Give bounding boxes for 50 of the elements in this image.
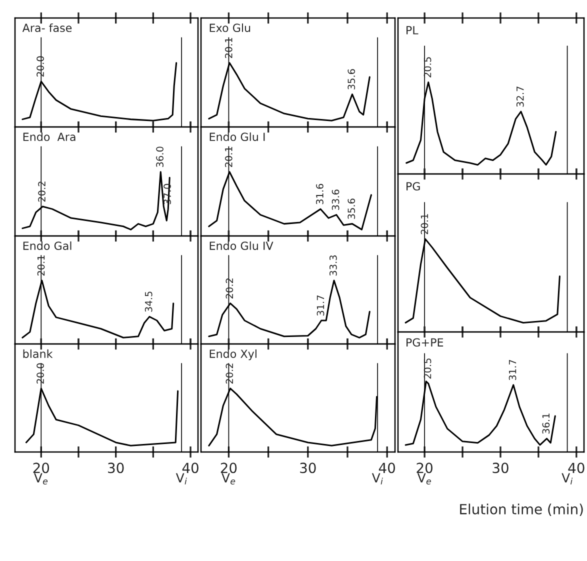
x-tick-label: 40 [568, 462, 584, 474]
x-tick-label: 30 [108, 462, 124, 474]
annotation: 37.0 [164, 184, 171, 204]
chart-title: Endo Glu I [210, 132, 265, 142]
annotation: 35.6 [348, 69, 356, 90]
annotation: 31.7 [316, 296, 324, 316]
annotation: 36.1 [542, 414, 550, 434]
annotation: 33.3 [329, 255, 337, 276]
x-axis-title: Elution time (min) [460, 504, 583, 516]
ref-line-label: V$_{e}$ [34, 473, 48, 484]
annotation: 32.7 [516, 86, 524, 107]
x-tick-label: 30 [492, 462, 508, 474]
annotation: 20.0 [36, 363, 44, 384]
annotation: 20.2 [226, 364, 234, 384]
ref-line-label: V$_{i}$ [372, 473, 383, 484]
chart-title: PG+PE [406, 338, 444, 347]
x-tick-label: 40 [182, 462, 198, 474]
annotation: 20.5 [424, 358, 432, 379]
chart-title: Endo Glu IV [210, 241, 274, 250]
chart-title: blank [23, 349, 53, 358]
chart-title: Ara- fase [22, 23, 72, 32]
chart-title: Exo Glu [210, 23, 250, 32]
annotation: 34.5 [144, 292, 152, 312]
x-tick-label: 30 [300, 462, 316, 474]
annotation: 20.1 [420, 214, 428, 234]
annotation: 20.0 [36, 56, 44, 77]
annotation: 20.2 [38, 182, 46, 202]
x-tick-label: 20 [33, 462, 50, 474]
chart-title: Endo Gal [23, 241, 72, 250]
annotation: 31.7 [508, 360, 516, 380]
annotation: 35.6 [348, 198, 356, 219]
annotation: 33.6 [332, 190, 340, 210]
annotation: 20.2 [226, 278, 234, 298]
ref-line-label: V$_{i}$ [176, 473, 187, 484]
x-tick-label: 40 [378, 462, 395, 474]
x-tick-label: 20 [416, 462, 432, 474]
chart-title: PG [406, 182, 420, 190]
chart-title: Endo Ara [23, 132, 76, 142]
annotation: 20.1 [224, 38, 232, 58]
annotation: 20.1 [224, 146, 232, 168]
ref-line-label: V$_{e}$ [417, 473, 431, 484]
ref-line-label: V$_{e}$ [222, 473, 236, 484]
annotation: 31.6 [316, 184, 324, 204]
chart-title: Endo Xyl [210, 349, 256, 360]
annotation: 20.1 [37, 256, 45, 276]
chart-title: PL [406, 26, 418, 34]
annotation: 20.5 [424, 57, 432, 78]
ref-line-label: V$_{i}$ [562, 473, 573, 484]
annotation: 36.0 [156, 146, 164, 167]
x-tick-label: 20 [220, 462, 237, 474]
